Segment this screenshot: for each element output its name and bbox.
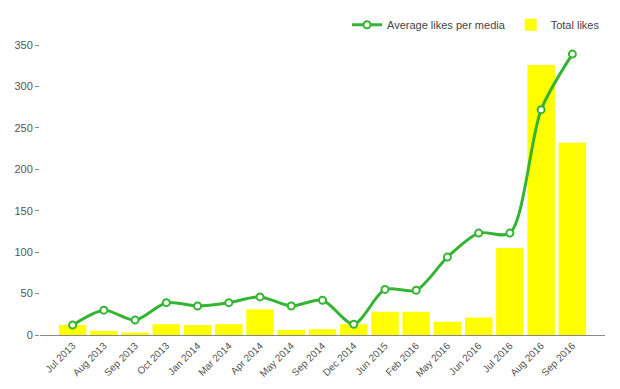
svg-text:300: 300 xyxy=(14,80,32,92)
svg-text:Sep 2013: Sep 2013 xyxy=(102,340,140,378)
svg-text:Dec 2014: Dec 2014 xyxy=(321,340,359,378)
svg-text:100: 100 xyxy=(14,246,32,258)
svg-text:Sep 2014: Sep 2014 xyxy=(289,340,327,378)
svg-text:May 2014: May 2014 xyxy=(257,340,296,379)
svg-text:Jan 2014: Jan 2014 xyxy=(166,340,203,377)
svg-text:250: 250 xyxy=(14,122,32,134)
svg-text:Aug 2013: Aug 2013 xyxy=(71,340,109,378)
svg-text:Aug 2016: Aug 2016 xyxy=(508,340,546,378)
svg-text:May 2016: May 2016 xyxy=(414,340,453,379)
svg-text:Sep 2016: Sep 2016 xyxy=(539,340,577,378)
svg-text:Jul 2013: Jul 2013 xyxy=(43,340,78,375)
svg-text:Jun 2016: Jun 2016 xyxy=(447,340,484,377)
svg-text:Apr 2014: Apr 2014 xyxy=(228,340,265,377)
svg-text:150: 150 xyxy=(14,205,32,217)
svg-text:Total likes: Total likes xyxy=(551,19,600,31)
svg-text:50: 50 xyxy=(21,287,33,299)
svg-text:Feb 2016: Feb 2016 xyxy=(383,340,421,378)
svg-text:Jun 2015: Jun 2015 xyxy=(353,340,390,377)
svg-text:200: 200 xyxy=(14,163,32,175)
svg-text:Mar 2014: Mar 2014 xyxy=(196,340,234,378)
svg-text:Average likes per media: Average likes per media xyxy=(387,19,506,31)
svg-text:0: 0 xyxy=(27,329,33,341)
svg-text:Jul 2016: Jul 2016 xyxy=(480,340,515,375)
svg-text:Oct 2013: Oct 2013 xyxy=(135,340,172,377)
svg-text:350: 350 xyxy=(14,39,32,51)
